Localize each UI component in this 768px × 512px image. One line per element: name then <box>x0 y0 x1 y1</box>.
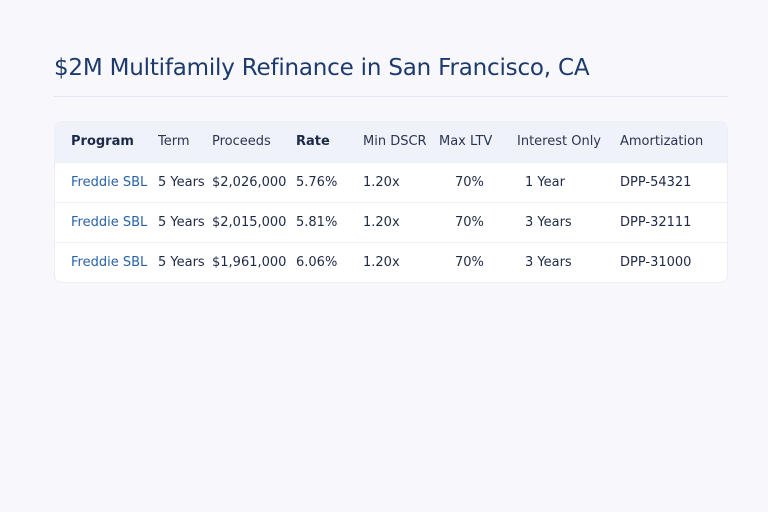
title-divider <box>54 96 728 97</box>
header-min-dscr[interactable]: Min DSCR <box>363 134 427 150</box>
loan-options-table-card: Program Term Proceeds Rate Min DSCR Max … <box>54 121 728 283</box>
max-ltv-cell: 70% <box>455 214 484 230</box>
table-header-row: Program Term Proceeds Rate Min DSCR Max … <box>55 122 727 162</box>
header-term[interactable]: Term <box>158 134 190 150</box>
min-dscr-cell: 1.20x <box>363 254 400 270</box>
page-title: $2M Multifamily Refinance in San Francis… <box>54 55 590 81</box>
program-link[interactable]: Freddie SBL <box>71 174 148 190</box>
amortization-cell: DPP-32111 <box>620 214 692 230</box>
max-ltv-cell: 70% <box>455 254 484 270</box>
header-max-ltv[interactable]: Max LTV <box>439 134 493 150</box>
table-row[interactable]: Freddie SBL 5 Years $2,015,000 5.81% 1.2… <box>55 202 727 242</box>
header-program[interactable]: Program <box>71 134 134 150</box>
term-cell: 5 Years <box>158 174 205 190</box>
header-amortization[interactable]: Amortization <box>620 134 704 150</box>
proceeds-cell: $2,015,000 <box>212 214 287 230</box>
program-link[interactable]: Freddie SBL <box>71 254 148 270</box>
loan-options-table: Program Term Proceeds Rate Min DSCR Max … <box>55 122 727 282</box>
program-link[interactable]: Freddie SBL <box>71 214 148 230</box>
header-rate[interactable]: Rate <box>296 134 330 150</box>
max-ltv-cell: 70% <box>455 174 484 190</box>
table-row[interactable]: Freddie SBL 5 Years $2,026,000 5.76% 1.2… <box>55 162 727 202</box>
proceeds-cell: $2,026,000 <box>212 174 287 190</box>
min-dscr-cell: 1.20x <box>363 214 400 230</box>
term-cell: 5 Years <box>158 254 205 270</box>
rate-cell: 6.06% <box>296 254 338 270</box>
min-dscr-cell: 1.20x <box>363 174 400 190</box>
header-proceeds[interactable]: Proceeds <box>212 134 271 150</box>
amortization-cell: DPP-54321 <box>620 174 692 190</box>
amortization-cell: DPP-31000 <box>620 254 692 270</box>
rate-cell: 5.81% <box>296 214 338 230</box>
interest-only-cell: 3 Years <box>525 254 572 270</box>
interest-only-cell: 3 Years <box>525 214 572 230</box>
header-interest-only[interactable]: Interest Only <box>517 134 602 150</box>
interest-only-cell: 1 Year <box>525 174 565 190</box>
rate-cell: 5.76% <box>296 174 338 190</box>
table-row[interactable]: Freddie SBL 5 Years $1,961,000 6.06% 1.2… <box>55 242 727 282</box>
proceeds-cell: $1,961,000 <box>212 254 287 270</box>
term-cell: 5 Years <box>158 214 205 230</box>
